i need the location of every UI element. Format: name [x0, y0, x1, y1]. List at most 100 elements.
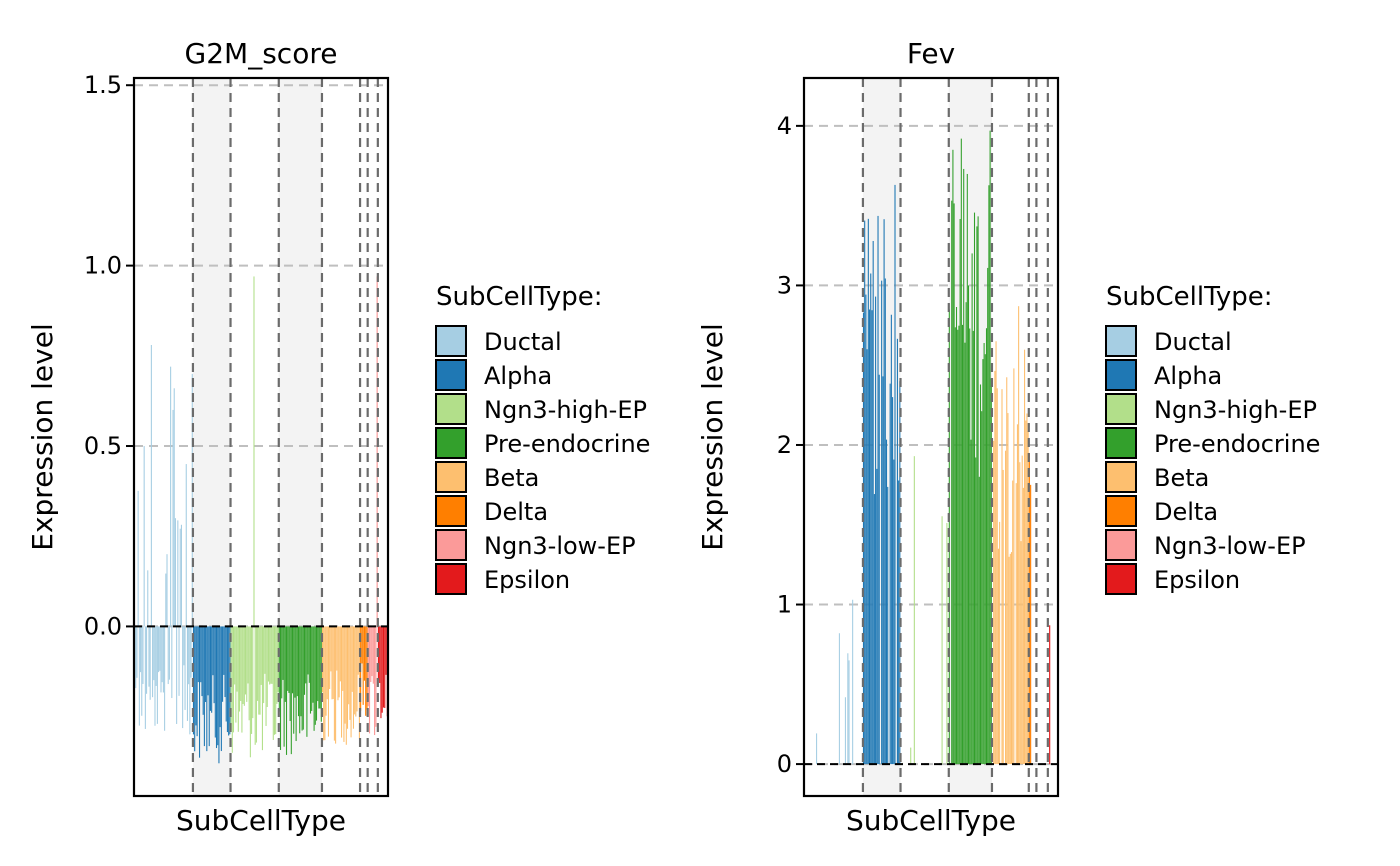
bar	[329, 626, 331, 689]
bar	[259, 626, 261, 715]
bar	[251, 626, 253, 734]
y-tick-label: 1.5	[84, 71, 122, 99]
bar	[957, 329, 959, 765]
bar	[868, 309, 871, 765]
bar	[288, 626, 290, 693]
bar	[276, 626, 278, 704]
bar	[1012, 480, 1014, 765]
bar	[1016, 424, 1018, 765]
bar	[970, 439, 972, 765]
bar	[972, 330, 974, 765]
bar	[249, 626, 251, 758]
y-tick-label: 4	[777, 112, 792, 140]
bar	[226, 626, 228, 733]
bar	[141, 626, 143, 716]
bar	[172, 409, 174, 627]
series-Pre-endocrine	[278, 626, 322, 755]
legend: SubCellType: Ductal Alpha Ngn3-high-EP Pre-e…	[1105, 282, 1320, 595]
bar	[344, 626, 346, 724]
bar	[162, 626, 164, 693]
bar	[979, 384, 982, 765]
legend-label: Beta	[484, 464, 539, 492]
series-Epsilon	[1049, 625, 1051, 765]
bar	[159, 626, 161, 671]
bar	[960, 138, 962, 765]
bar	[219, 626, 221, 728]
bar	[247, 626, 249, 684]
bar	[200, 626, 202, 683]
bar	[140, 626, 142, 673]
bar	[844, 697, 846, 765]
bar	[385, 626, 387, 675]
y-tick-label: 0	[777, 750, 792, 778]
bar	[975, 457, 977, 765]
bar	[881, 280, 883, 765]
bar	[1030, 484, 1032, 765]
bar	[180, 524, 182, 627]
bar	[955, 307, 958, 765]
bar	[185, 464, 187, 627]
bar	[311, 626, 313, 711]
series-Ductal	[134, 344, 193, 735]
bar	[238, 626, 241, 712]
bar	[967, 285, 970, 765]
bar	[294, 626, 296, 698]
bar	[878, 374, 880, 765]
bar	[248, 626, 250, 721]
plot-frame	[132, 76, 390, 798]
bar	[317, 626, 319, 702]
bar	[865, 294, 867, 765]
bar	[351, 626, 353, 692]
bar	[326, 626, 328, 700]
bar	[243, 626, 245, 706]
bar	[197, 626, 199, 683]
bar	[246, 626, 248, 702]
legend-swatch	[1105, 495, 1137, 527]
bar	[158, 626, 160, 673]
bar	[1026, 413, 1028, 765]
legend-label: Pre-endocrine	[484, 430, 650, 458]
bar	[255, 626, 257, 743]
bar	[213, 626, 215, 704]
bar	[228, 626, 230, 736]
bar	[188, 626, 190, 685]
bar	[269, 626, 271, 685]
bar	[867, 218, 869, 765]
plot-title: G2M_score	[185, 37, 338, 70]
bar	[1022, 487, 1024, 765]
bar	[982, 359, 984, 765]
legend-label: Alpha	[484, 362, 552, 390]
bar	[365, 626, 367, 716]
bar	[277, 626, 279, 693]
bar	[952, 149, 954, 765]
bar	[177, 520, 179, 627]
bar	[183, 626, 185, 666]
bar	[303, 626, 306, 695]
bar	[155, 626, 157, 686]
bar	[148, 626, 150, 687]
bar	[877, 215, 879, 765]
legend-swatch	[435, 529, 467, 561]
bar	[306, 626, 308, 737]
bar	[176, 626, 178, 724]
series-Delta	[360, 626, 368, 716]
bar	[941, 516, 943, 765]
bar	[362, 626, 364, 705]
bar	[196, 626, 198, 737]
series-Beta	[321, 626, 360, 745]
bar	[142, 626, 144, 684]
bar	[201, 626, 203, 697]
legend-swatch	[1105, 325, 1137, 357]
legend-label: Ngn3-high-EP	[484, 396, 647, 424]
bar	[871, 310, 873, 765]
bar	[154, 626, 156, 726]
bar	[999, 521, 1001, 765]
bar	[380, 626, 382, 719]
bar	[206, 626, 208, 752]
bar	[349, 626, 351, 720]
bar	[343, 626, 345, 742]
bar	[267, 626, 270, 682]
bar	[136, 626, 138, 678]
bar	[296, 626, 298, 697]
bar	[271, 626, 273, 684]
